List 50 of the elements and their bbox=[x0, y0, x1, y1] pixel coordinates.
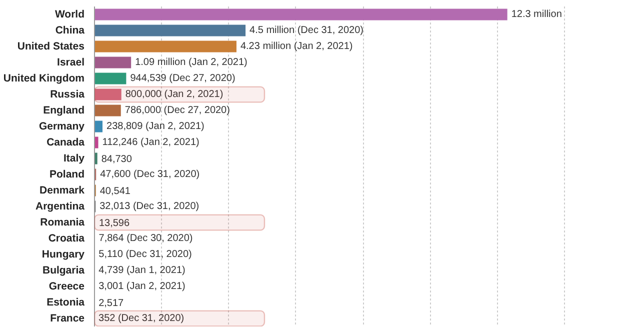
bar bbox=[94, 152, 98, 164]
data-label: 5,110 (Dec 31, 2020) bbox=[98, 249, 192, 260]
y-tick-label: Bulgaria bbox=[42, 264, 85, 276]
data-label: 84,730 bbox=[101, 154, 132, 165]
data-label: 112,246 (Jan 2, 2021) bbox=[102, 137, 200, 148]
bar bbox=[94, 8, 508, 20]
data-label: 7,864 (Dec 30, 2020) bbox=[98, 233, 193, 244]
y-tick-label: Greece bbox=[48, 280, 85, 292]
y-tick-label: Denmark bbox=[40, 184, 85, 196]
bar bbox=[94, 88, 122, 100]
bar bbox=[94, 104, 121, 116]
y-tick-label: United States bbox=[17, 40, 85, 52]
data-label: 4.23 million (Jan 2, 2021) bbox=[240, 41, 353, 52]
y-tick-label: England bbox=[43, 104, 85, 116]
y-tick-label: Canada bbox=[46, 136, 85, 148]
data-label: 4,739 (Jan 1, 2021) bbox=[98, 265, 186, 276]
data-label: 352 (Dec 31, 2020) bbox=[98, 313, 184, 324]
data-label: 1.09 million (Jan 2, 2021) bbox=[135, 57, 248, 68]
y-tick-label: Romania bbox=[40, 216, 85, 228]
y-tick-label: Russia bbox=[50, 88, 85, 100]
data-label: 4.5 million (Dec 31, 2020) bbox=[250, 25, 364, 36]
y-tick-label: Estonia bbox=[46, 296, 85, 308]
bar bbox=[94, 24, 246, 36]
y-tick-label: Italy bbox=[63, 152, 85, 164]
y-tick-label: Croatia bbox=[48, 232, 85, 244]
data-label: 40,541 bbox=[100, 186, 131, 197]
bar bbox=[94, 56, 132, 68]
data-label: 238,809 (Jan 2, 2021) bbox=[106, 121, 204, 132]
y-tick-label: Germany bbox=[38, 120, 85, 132]
y-tick-label: Israel bbox=[57, 56, 85, 68]
bar bbox=[94, 40, 236, 52]
data-label: 32,013 (Dec 31, 2020) bbox=[100, 201, 200, 212]
y-tick-label: United Kingdom bbox=[3, 72, 85, 84]
y-tick-label: Argentina bbox=[35, 200, 85, 212]
data-label: 12.3 million bbox=[511, 9, 562, 20]
data-label: 786,000 (Dec 27, 2020) bbox=[124, 105, 230, 116]
data-label: 3,001 (Jan 2, 2021) bbox=[98, 281, 186, 292]
y-tick-label: China bbox=[55, 24, 85, 36]
y-tick-label: Hungary bbox=[42, 248, 85, 260]
data-label: 800,000 (Jan 2, 2021) bbox=[125, 89, 224, 100]
bar bbox=[94, 120, 103, 132]
data-label: 944,539 (Dec 27, 2020) bbox=[130, 73, 236, 84]
y-tick-label: World bbox=[54, 8, 85, 20]
data-label: 2,517 bbox=[98, 298, 124, 309]
bar bbox=[94, 72, 126, 84]
bar bbox=[94, 136, 98, 148]
data-label: 13,596 bbox=[98, 218, 130, 229]
data-label: 47,600 (Dec 31, 2020) bbox=[100, 169, 200, 180]
y-tick-label: France bbox=[50, 312, 85, 324]
y-tick-label: Poland bbox=[50, 168, 85, 180]
